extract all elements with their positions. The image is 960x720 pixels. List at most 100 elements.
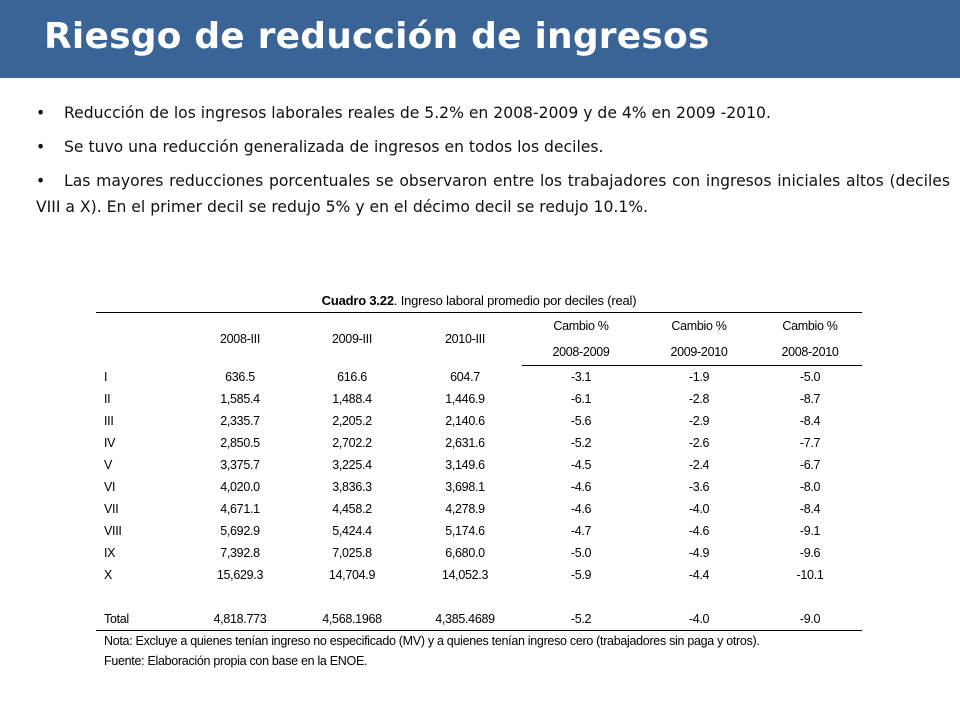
bullet-icon: • — [36, 172, 46, 190]
header-change-period: 2009-2010 — [640, 339, 758, 366]
cell-change-0910: -4.0 — [688, 502, 710, 516]
cell-change-0910: -4.0 — [640, 608, 758, 631]
cell-change-0810: -9.6 — [799, 546, 821, 560]
decile-label: III — [104, 414, 114, 428]
cell-change-0809: -5.2 — [570, 436, 592, 450]
decile-label: VIII — [104, 524, 122, 538]
cell-2009: 3,225.4 — [332, 458, 372, 472]
cell-change-0810: -8.7 — [799, 392, 821, 406]
decile-label: VI — [104, 480, 116, 494]
cell-change-0910: -2.8 — [688, 392, 710, 406]
table-note: Nota: Excluye a quienes tenían ingreso n… — [104, 634, 760, 648]
cell-change-0810: -7.7 — [799, 436, 821, 450]
table-caption-text: . Ingreso laboral promedio por deciles (… — [393, 293, 637, 308]
header-change-label: Cambio % — [758, 312, 862, 339]
decile-label: IX — [104, 546, 116, 560]
cell-change-0809: -4.6 — [570, 480, 592, 494]
cell-2008: 3,375.7 — [220, 458, 260, 472]
cell-change-0809: -6.1 — [570, 392, 592, 406]
cell-change-0809: -3.1 — [570, 370, 592, 384]
income-table: 2008-III 2009-III 2010-III Cambio % Camb… — [96, 312, 862, 631]
table-row: VIII 5,692.9 5,424.4 5,174.6 -4.7 -4.6 -9.1 — [96, 520, 862, 542]
table-row: VI 4,020.0 3,836.3 3,698.1 -4.6 -3.6 -8.0 — [96, 476, 862, 498]
cell-change-0810: -6.7 — [799, 458, 821, 472]
cell-2008: 5,692.9 — [220, 524, 260, 538]
decile-label: IV — [104, 436, 116, 450]
header-change-label: Cambio % — [640, 312, 758, 339]
cell-change-0809: -5.6 — [570, 414, 592, 428]
cell-2009: 4,458.2 — [332, 502, 372, 516]
cell-2008: 636.5 — [225, 369, 255, 384]
cell-change-0910: -2.9 — [688, 414, 710, 428]
table-notes: Nota: Excluye a quienes tenían ingreso n… — [96, 631, 862, 671]
bullet-text: Se tuvo una reducción generalizada de in… — [64, 138, 604, 156]
income-table-container: Cuadro 3.22. Ingreso laboral promedio po… — [96, 290, 862, 671]
cell-2010: 5,174.6 — [445, 524, 485, 538]
total-label: Total — [96, 608, 184, 631]
bullet-text: Las mayores reducciones porcentuales se … — [36, 172, 950, 216]
cell-2008: 1,585.4 — [220, 392, 260, 406]
cell-2009: 2,205.2 — [332, 414, 372, 428]
table-row: II 1,585.4 1,488.4 1,446.9 -6.1 -2.8 -8.7 — [96, 388, 862, 410]
cell-2009: 14,704.9 — [328, 568, 376, 582]
bullet-item: • Reducción de los ingresos laborales rea… — [36, 100, 950, 126]
cell-2010: 1,446.9 — [445, 392, 485, 406]
cell-change-0809: -4.5 — [570, 458, 592, 472]
cell-change-0910: -2.6 — [688, 436, 710, 450]
decile-label: I — [104, 369, 108, 384]
cell-2008: 7,392.8 — [220, 546, 260, 560]
table-caption-number: Cuadro 3.22 — [321, 293, 394, 308]
header-change-period: 2008-2010 — [758, 339, 862, 366]
header-decile — [96, 312, 184, 366]
cell-change-0910: -1.9 — [688, 370, 710, 384]
cell-2008: 2,850.5 — [220, 436, 260, 450]
cell-2009: 2,702.2 — [332, 436, 372, 450]
decile-label: X — [104, 568, 113, 582]
table-row: III 2,335.7 2,205.2 2,140.6 -5.6 -2.9 -8.4 — [96, 410, 862, 432]
cell-2008: 4,818.773 — [184, 608, 296, 631]
table-header-row: 2008-2009 2009-2010 2008-2010 — [96, 339, 862, 366]
title-bar: Riesgo de reducción de ingresos — [0, 0, 960, 78]
table-row: IX 7,392.8 7,025.8 6,680.0 -5.0 -4.9 -9.6 — [96, 542, 862, 564]
cell-2009: 1,488.4 — [332, 392, 372, 406]
decile-label: II — [104, 392, 111, 406]
cell-2008: 15,629.3 — [216, 568, 264, 582]
table-row: VII 4,671.1 4,458.2 4,278.9 -4.6 -4.0 -8.4 — [96, 498, 862, 520]
cell-change-0810: -9.0 — [758, 608, 862, 631]
decile-label: V — [104, 458, 113, 472]
cell-change-0810: -8.0 — [799, 480, 821, 494]
cell-change-0809: -5.2 — [522, 608, 640, 631]
table-row: I 636.5 616.6 604.7 -3.1 -1.9 -5.0 — [96, 366, 862, 389]
cell-change-0810: -8.4 — [799, 414, 821, 428]
cell-2010: 2,631.6 — [445, 436, 485, 450]
bullet-icon: • — [36, 104, 46, 122]
cell-2010: 4,385.4689 — [408, 608, 522, 631]
cell-change-0910: -2.4 — [688, 458, 710, 472]
cell-change-0809: -5.9 — [570, 568, 592, 582]
cell-2010: 3,149.6 — [445, 458, 485, 472]
cell-2010: 2,140.6 — [445, 414, 485, 428]
table-spacer-row — [96, 586, 862, 608]
cell-2008: 4,020.0 — [220, 480, 260, 494]
cell-2010: 6,680.0 — [445, 546, 485, 560]
cell-2009: 4,568.1968 — [296, 608, 408, 631]
cell-change-0810: -9.1 — [799, 524, 821, 538]
bullet-item: • Las mayores reducciones porcentuales se… — [36, 168, 950, 220]
table-header-row: 2008-III 2009-III 2010-III Cambio % Camb… — [96, 312, 862, 366]
cell-2009: 3,836.3 — [332, 480, 372, 494]
cell-2008: 2,335.7 — [220, 414, 260, 428]
cell-change-0910: -4.6 — [688, 524, 710, 538]
bullet-list: • Reducción de los ingresos laborales rea… — [36, 100, 950, 228]
decile-label: VII — [104, 502, 119, 516]
cell-2009: 5,424.4 — [332, 524, 372, 538]
cell-change-0809: -5.0 — [570, 546, 592, 560]
bullet-text: Reducción de los ingresos laborales real… — [64, 104, 771, 122]
slide-title: Riesgo de reducción de ingresos — [44, 16, 710, 57]
cell-2009: 7,025.8 — [332, 546, 372, 560]
cell-2010: 4,278.9 — [445, 502, 485, 516]
cell-change-0810: -5.0 — [799, 370, 821, 384]
cell-2010: 604.7 — [450, 369, 480, 384]
table-row: IV 2,850.5 2,702.2 2,631.6 -5.2 -2.6 -7.7 — [96, 432, 862, 454]
cell-2008: 4,671.1 — [220, 502, 260, 516]
table-total-row: Total 4,818.773 4,568.1968 4,385.4689 -5.2 -4… — [96, 608, 862, 631]
